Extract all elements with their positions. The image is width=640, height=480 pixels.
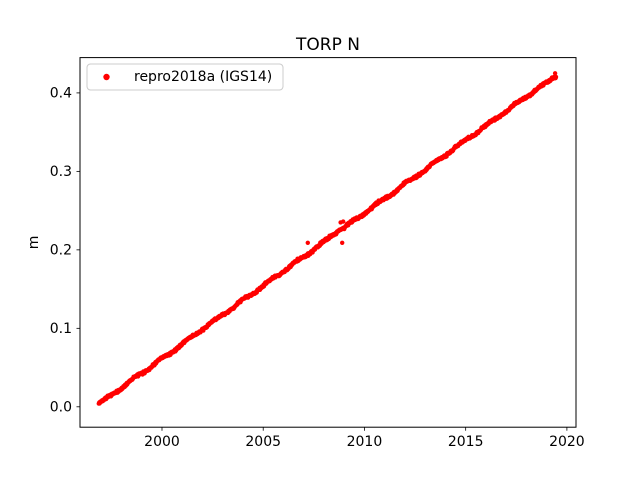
x-tick-label: 2010: [347, 434, 383, 450]
x-tick-label: 2005: [245, 434, 281, 450]
legend-marker-dot-icon: [103, 73, 110, 81]
y-tick-label: 0.2: [50, 243, 72, 259]
x-tick-label: 2020: [549, 434, 585, 450]
data-point-outlier: [341, 219, 346, 224]
data-point-outlier: [552, 71, 558, 76]
x-tick-label: 2000: [144, 434, 180, 450]
y-tick-label: 0.1: [50, 321, 72, 337]
x-axis: 2000 2005 2010 2015 2020: [144, 427, 585, 450]
data-point-outlier: [340, 240, 345, 245]
y-tick-label: 0.3: [50, 164, 72, 180]
data-point: [553, 74, 559, 80]
y-axis-label: m: [26, 236, 42, 250]
plot-area-border: [79, 57, 577, 428]
y-tick-label: 0.0: [50, 400, 72, 416]
y-tick-label: 0.4: [50, 86, 72, 102]
chart-title: TORP N: [295, 35, 360, 55]
y-axis: 0.0 0.1 0.2 0.3 0.4: [50, 86, 80, 416]
scatter-points: [96, 71, 559, 406]
legend-label: repro2018a (IGS14): [134, 69, 272, 85]
x-tick-label: 2015: [448, 434, 484, 450]
legend: repro2018a (IGS14): [86, 63, 284, 91]
data-point-outlier: [305, 240, 310, 245]
legend-box: [86, 63, 284, 91]
